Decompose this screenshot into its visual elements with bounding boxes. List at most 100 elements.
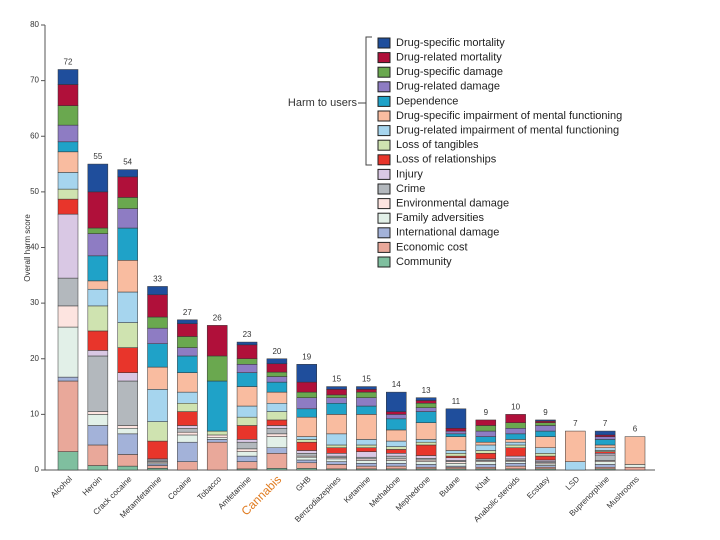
y-tick-label: 20: [30, 354, 39, 363]
bar-segment: [147, 465, 168, 469]
bar-segment: [266, 358, 288, 365]
bar-segment: [296, 441, 317, 451]
bar-segment: [535, 466, 556, 470]
legend-label: Community: [396, 256, 452, 268]
bar-segment: [117, 454, 138, 467]
bar-segment: [445, 433, 467, 437]
bar-segment: [326, 461, 347, 465]
bar-segment: [624, 466, 646, 471]
legend-label: Drug-related impairment of mental functi…: [396, 125, 619, 137]
bar-segment: [445, 430, 467, 435]
bar-segment: [296, 462, 317, 469]
bar-segment: [475, 464, 497, 468]
bar-segment: [266, 376, 288, 383]
annotation: Harm to users: [288, 97, 358, 109]
total-label: 26: [213, 313, 222, 322]
bar-segment: [57, 376, 79, 382]
total-label: 15: [332, 375, 341, 384]
bar-segment: [57, 305, 79, 328]
y-axis-label: Overall harm score: [23, 214, 32, 282]
x-tick-label: Cocaine: [166, 474, 194, 502]
bar-segment: [415, 455, 437, 459]
bar-segment: [177, 336, 198, 348]
legend-label: Drug-related damage: [396, 81, 500, 93]
bar-segment: [326, 386, 347, 390]
bar-segment: [356, 389, 377, 393]
total-label: 33: [153, 275, 162, 284]
bar-segment: [177, 372, 198, 393]
bar-segment: [386, 391, 407, 412]
bar-segment: [505, 455, 526, 460]
bar-segment: [415, 400, 437, 404]
total-label: 9: [543, 408, 548, 417]
legend-label: Drug-specific damage: [396, 66, 503, 78]
total-label: 13: [422, 386, 431, 395]
bar-segment: [386, 460, 407, 464]
bar-segment: [326, 389, 347, 396]
bar-segment: [266, 453, 288, 469]
bar-segment: [535, 420, 556, 423]
legend-swatch: [377, 256, 391, 268]
bar-segment: [326, 444, 347, 448]
bar-segment: [177, 391, 198, 404]
bar-segment: [296, 436, 317, 440]
legend-swatch: [377, 37, 391, 49]
bar-segment: [236, 341, 258, 346]
bar-segment: [594, 436, 616, 440]
bar-segment: [87, 350, 109, 357]
bar-segment: [236, 448, 258, 452]
bar-segment: [87, 305, 109, 332]
bar-segment: [117, 260, 138, 293]
bar-segment: [445, 453, 467, 457]
bar-segment: [415, 439, 437, 443]
bar-segment: [266, 425, 288, 429]
bar-segment: [594, 451, 616, 454]
bar-segment: [386, 453, 407, 457]
bar-segment: [356, 447, 377, 452]
bar-segment: [505, 441, 526, 446]
total-label: 54: [123, 158, 132, 167]
x-tick-label: Khat: [474, 474, 493, 493]
bar-segment: [147, 327, 168, 344]
bar-segment: [236, 441, 258, 450]
bar-segment: [386, 411, 407, 415]
bar-segment: [87, 288, 109, 307]
bar-segment: [266, 363, 288, 373]
bar-segment: [266, 411, 288, 421]
bar-segment: [535, 425, 556, 432]
bar-segment: [177, 461, 198, 471]
bar-segment: [147, 294, 168, 318]
bar-segment: [236, 372, 258, 387]
bar-segment: [266, 436, 288, 448]
bar-segment: [266, 371, 288, 377]
bar-segment: [177, 441, 198, 462]
total-label: 23: [243, 330, 252, 339]
bar-segment: [415, 397, 437, 401]
bar-segment: [177, 403, 198, 412]
bar-segment: [415, 459, 437, 462]
bar-segment: [475, 453, 497, 460]
total-label: 20: [272, 347, 281, 356]
bar-segment: [147, 468, 168, 471]
bar-segment: [177, 355, 198, 373]
y-tick-label: 40: [30, 243, 39, 252]
bar-segment: [57, 380, 79, 452]
bar-segment: [415, 422, 437, 440]
bar-segment: [236, 451, 258, 457]
bar-segment: [386, 440, 407, 447]
total-label: 19: [302, 352, 311, 361]
bar-segment: [505, 444, 526, 448]
bar-segment: [57, 105, 79, 126]
bar-segment: [266, 468, 288, 471]
bar-segment: [475, 436, 497, 443]
bar-segment: [87, 255, 109, 282]
legend-label: Drug-specific mortality: [396, 37, 505, 49]
bar-segment: [57, 277, 79, 307]
bar-segment: [356, 456, 377, 460]
bar-segment: [177, 411, 198, 426]
bar-segment: [296, 416, 317, 437]
bar-segment: [296, 450, 317, 454]
bar-segment: [386, 458, 407, 461]
bar-segment: [445, 457, 467, 461]
x-tick-label: LSD: [564, 474, 582, 492]
